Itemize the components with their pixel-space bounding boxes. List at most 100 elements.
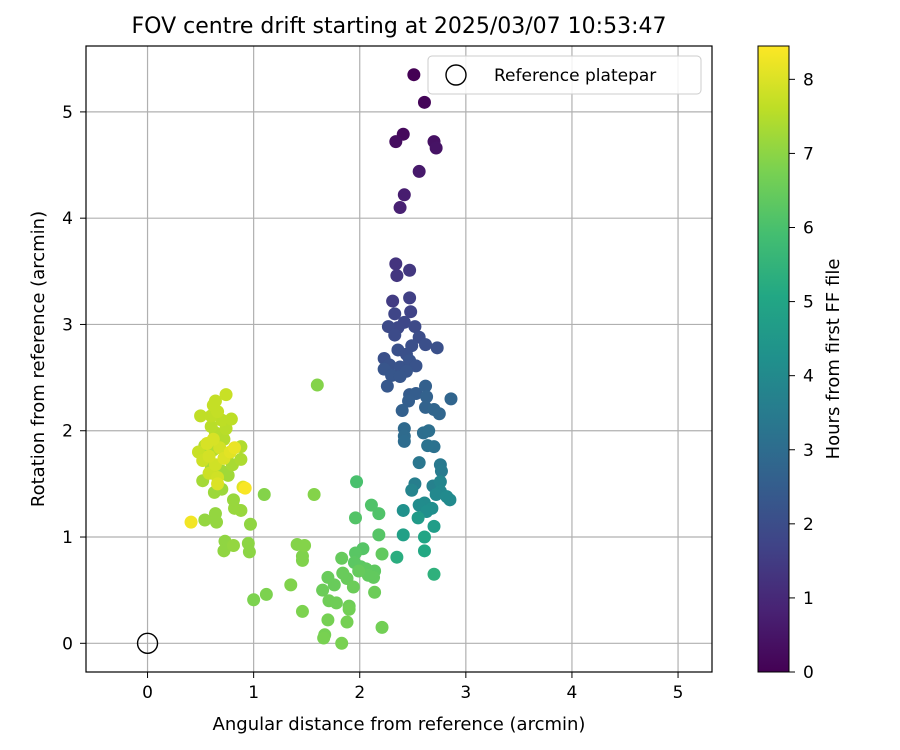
data-point-49 <box>397 434 411 448</box>
data-point-156 <box>208 394 222 408</box>
colorbar-tick-label-2: 2 <box>803 515 814 535</box>
data-point-118 <box>310 378 324 392</box>
data-point-42 <box>420 390 434 404</box>
colorbar-tick-label-1: 1 <box>803 589 814 609</box>
data-point-173 <box>238 481 252 495</box>
data-point-105 <box>340 615 354 629</box>
data-point-80 <box>348 511 362 525</box>
x-tick-label-2: 2 <box>354 683 365 703</box>
data-point-14 <box>404 305 418 319</box>
colorbar-tick-label-4: 4 <box>803 367 814 387</box>
data-point-46 <box>432 407 446 421</box>
colorbar-tick-label-6: 6 <box>803 219 814 239</box>
data-point-166 <box>200 436 214 450</box>
data-point-0 <box>407 68 421 82</box>
data-point-74 <box>417 544 431 558</box>
data-point-117 <box>298 539 312 553</box>
data-point-81 <box>372 528 386 542</box>
data-point-88 <box>375 547 389 561</box>
y-axis-label: Rotation from reference (arcmin) <box>28 211 49 507</box>
data-point-115 <box>295 553 309 567</box>
data-point-11 <box>403 263 417 277</box>
y-axis-ticks: 0 1 2 3 4 5 <box>62 103 86 654</box>
data-point-77 <box>350 475 364 489</box>
data-point-40 <box>395 404 409 418</box>
data-point-10 <box>390 269 404 283</box>
colorbar <box>757 45 790 673</box>
y-tick-label-1: 1 <box>62 528 73 548</box>
y-tick-label-0: 0 <box>62 634 73 654</box>
data-point-39 <box>402 394 416 408</box>
data-point-110 <box>295 604 309 618</box>
data-point-76 <box>427 567 441 581</box>
data-point-141 <box>234 452 248 466</box>
data-point-98 <box>368 585 382 599</box>
data-point-31 <box>409 359 423 373</box>
y-tick-label-4: 4 <box>62 209 73 229</box>
data-point-36 <box>380 379 394 393</box>
legend-marker-open-circle-icon <box>445 64 467 86</box>
data-point-79 <box>372 507 386 521</box>
data-point-69 <box>396 503 410 517</box>
data-point-23 <box>430 341 444 355</box>
colorbar-tick-label-7: 7 <box>803 144 814 164</box>
data-point-112 <box>247 593 261 607</box>
colorbar-tick-label-5: 5 <box>803 293 814 313</box>
colorbar-tick-label-0: 0 <box>803 663 814 683</box>
y-tick-label-2: 2 <box>62 422 73 442</box>
data-point-96 <box>336 566 350 580</box>
data-point-44 <box>444 392 458 406</box>
data-point-103 <box>342 602 356 616</box>
data-point-22 <box>419 338 433 352</box>
y-tick-label-5: 5 <box>62 103 73 123</box>
reference-platepar-marker <box>136 632 159 655</box>
data-point-126 <box>226 539 240 553</box>
data-point-59 <box>405 483 419 497</box>
data-point-149 <box>204 419 218 433</box>
data-point-122 <box>242 545 256 559</box>
data-point-35 <box>393 370 407 384</box>
data-point-13 <box>403 291 417 305</box>
data-point-19 <box>408 320 422 334</box>
data-point-106 <box>321 613 335 627</box>
data-point-168 <box>211 477 225 491</box>
colorbar-tick-label-3: 3 <box>803 441 814 461</box>
data-point-92 <box>335 551 349 565</box>
data-point-91 <box>352 564 366 578</box>
data-point-97 <box>346 580 360 594</box>
data-point-51 <box>422 424 436 438</box>
data-point-3 <box>389 135 403 149</box>
colorbar-tick-label-8: 8 <box>803 70 814 90</box>
data-point-151 <box>224 412 238 426</box>
data-point-95 <box>321 570 335 584</box>
data-point-125 <box>217 544 231 558</box>
data-point-120 <box>257 488 271 502</box>
data-point-108 <box>317 631 331 645</box>
data-point-123 <box>243 517 257 531</box>
data-point-128 <box>210 515 224 529</box>
x-tick-label-1: 1 <box>248 683 259 703</box>
data-point-70 <box>411 511 425 525</box>
data-point-41 <box>419 379 433 393</box>
data-point-163 <box>202 449 216 463</box>
y-tick-label-3: 3 <box>62 315 73 335</box>
data-point-73 <box>417 530 431 544</box>
x-tick-label-4: 4 <box>567 683 578 703</box>
data-point-8 <box>393 201 407 215</box>
data-point-75 <box>390 550 404 564</box>
data-point-153 <box>194 409 208 423</box>
data-point-20 <box>388 328 402 342</box>
data-point-6 <box>412 164 426 178</box>
data-point-104 <box>375 620 389 634</box>
data-point-12 <box>386 294 400 308</box>
data-point-1 <box>417 95 431 109</box>
legend: Reference platepar <box>427 55 702 95</box>
data-point-7 <box>397 188 411 202</box>
data-point-99 <box>316 583 330 597</box>
data-point-111 <box>259 587 273 601</box>
data-point-78 <box>364 498 378 512</box>
x-axis-ticks: 0 1 2 3 4 5 <box>142 672 683 703</box>
x-tick-label-0: 0 <box>142 683 153 703</box>
reference-marker <box>136 632 159 655</box>
